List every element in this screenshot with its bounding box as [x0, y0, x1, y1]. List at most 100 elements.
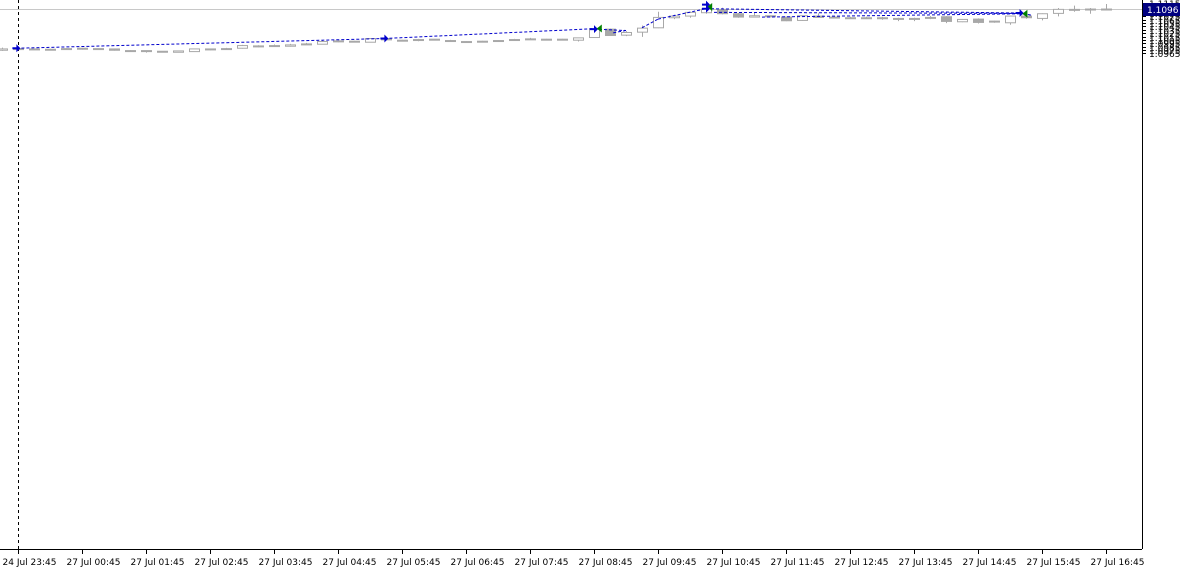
trade-line	[713, 11, 1020, 14]
candle-body	[525, 38, 536, 41]
candle-body	[109, 48, 120, 51]
candle-body	[317, 41, 328, 45]
candle-body	[669, 15, 680, 19]
time-tick-label: 27 Jul 05:45	[387, 558, 441, 568]
current-price-box	[1143, 3, 1180, 16]
candle	[525, 37, 536, 41]
candle	[413, 38, 424, 42]
trade-line	[657, 8, 707, 20]
time-tick-label: 27 Jul 07:45	[515, 558, 569, 568]
candle	[653, 11, 664, 29]
candle	[125, 50, 136, 53]
trade-line	[641, 18, 659, 29]
candle-body	[93, 48, 104, 51]
price-tick-label: 1.0995	[1149, 40, 1180, 50]
candle	[29, 48, 40, 51]
candle	[557, 38, 568, 41]
candle-body	[541, 38, 552, 41]
candle	[493, 40, 504, 43]
time-tick-label: 24 Jul 23:45	[3, 558, 57, 568]
price-tick-label: 1.1065	[1149, 17, 1180, 27]
candle	[157, 50, 168, 53]
trade-line	[705, 8, 1020, 14]
candle-body	[445, 40, 456, 43]
trade-line	[16, 38, 385, 49]
candle	[893, 17, 904, 22]
candle	[397, 39, 408, 42]
trade-exit-arrow	[1022, 9, 1028, 18]
candle-body	[621, 31, 632, 36]
candle-body	[125, 50, 136, 53]
candle-body	[989, 20, 1000, 23]
candle	[1101, 4, 1112, 11]
candle-body	[685, 11, 696, 17]
price-tick-label: 1.0965	[1149, 50, 1180, 60]
candle-body	[173, 50, 184, 53]
candle-body	[765, 15, 776, 18]
candle	[93, 48, 104, 51]
candle-body	[349, 40, 360, 43]
candle-body	[1053, 8, 1064, 14]
candle	[333, 40, 344, 43]
candle-body	[845, 17, 856, 20]
time-tick-label: 27 Jul 10:45	[707, 558, 761, 568]
candle	[429, 38, 440, 41]
candle	[189, 48, 200, 53]
candle	[253, 45, 264, 48]
candle	[845, 16, 856, 20]
candle-body	[429, 38, 440, 41]
candle	[237, 44, 248, 49]
candle-body	[717, 8, 728, 15]
time-tick-label: 27 Jul 04:45	[323, 558, 377, 568]
candle-body	[797, 15, 808, 21]
candle-body	[189, 48, 200, 53]
current-price-marker: 1.1096	[1143, 3, 1180, 16]
candle-body	[157, 50, 168, 53]
trade-entry-arrow	[380, 34, 389, 43]
price-tick-label: 1.1015	[1149, 34, 1180, 44]
candle-body	[221, 48, 232, 51]
candle	[861, 16, 872, 20]
candle	[1037, 13, 1048, 21]
candle-body	[413, 39, 424, 42]
candle	[733, 13, 744, 18]
candle-body	[557, 38, 568, 41]
candle-body	[1037, 13, 1048, 19]
time-tick-label: 27 Jul 08:45	[579, 558, 633, 568]
candle	[173, 50, 184, 53]
time-tick-label: 27 Jul 06:45	[451, 558, 505, 568]
price-tick-label: 1.1005	[1149, 37, 1180, 47]
candle	[765, 15, 776, 18]
candle	[509, 38, 520, 42]
candle	[1053, 8, 1064, 17]
candle	[989, 20, 1000, 23]
candle-body	[829, 16, 840, 19]
time-tick-label: 27 Jul 03:45	[259, 558, 313, 568]
candle	[349, 40, 360, 43]
candle-body	[653, 16, 664, 29]
time-axis: 24 Jul 23:45 27 Jul 00:45 27 Jul 01:45 27 J…	[3, 549, 1145, 568]
candle-body	[509, 39, 520, 42]
price-tick-label: 1.1035	[1149, 27, 1180, 37]
candle-body	[1069, 8, 1080, 11]
candle-body	[365, 38, 376, 43]
candle-body	[205, 48, 216, 51]
trade-entry-arrow	[702, 4, 710, 13]
candle-body	[397, 39, 408, 42]
candle	[141, 50, 152, 53]
price-tick-label: 1.0985	[1149, 44, 1180, 54]
time-tick-label: 27 Jul 15:45	[1027, 558, 1081, 568]
candle	[925, 16, 936, 20]
trade-entry-arrow	[12, 44, 21, 53]
candle-body	[0, 48, 8, 51]
time-tick-label: 27 Jul 16:45	[1091, 558, 1145, 568]
candle-body	[269, 45, 280, 48]
current-price-label: 1.1096	[1147, 6, 1179, 16]
price-tick-label: 1.1075	[1149, 13, 1180, 23]
candle	[1069, 5, 1080, 12]
candle	[61, 48, 72, 51]
candle	[365, 38, 376, 43]
candle	[285, 43, 296, 47]
